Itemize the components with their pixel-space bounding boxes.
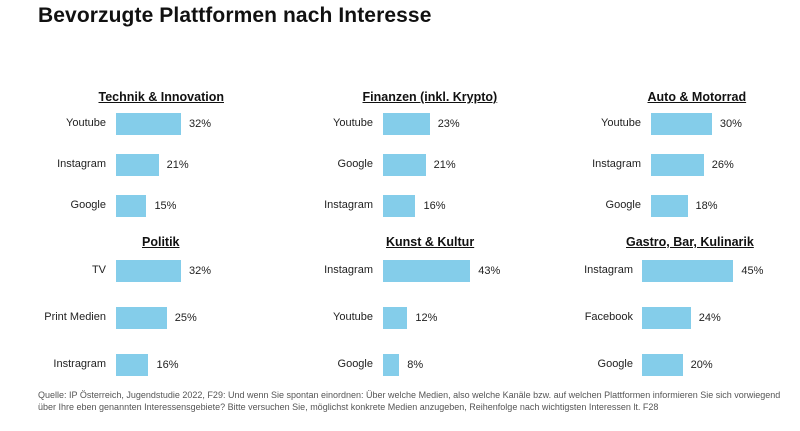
data-label: 32% (188, 265, 211, 277)
bar (116, 154, 159, 176)
bar (651, 195, 688, 217)
data-label: 18% (695, 200, 718, 212)
category-label: Instragram (53, 358, 106, 370)
category-label: Youtube (333, 117, 373, 129)
bar (651, 113, 712, 135)
category-label: Google (70, 199, 106, 211)
bar (116, 195, 147, 217)
data-label: 32% (188, 118, 211, 130)
bar (642, 260, 734, 282)
category-label: Google (337, 358, 373, 370)
bar (383, 154, 426, 176)
bar (116, 307, 167, 329)
bar (642, 307, 691, 329)
data-label: 12% (415, 312, 438, 324)
category-label: Google (597, 358, 633, 370)
data-label: 26% (711, 159, 734, 171)
data-label: 8% (407, 359, 424, 371)
category-label: Facebook (584, 311, 633, 323)
category-label: Instagram (592, 158, 641, 170)
category-label: Youtube (601, 117, 641, 129)
data-label: 16% (156, 359, 179, 371)
source-note: Quelle: IP Österreich, Jugendstudie 2022… (38, 390, 781, 412)
category-label: Instagram (324, 264, 373, 276)
data-label: 21% (433, 159, 456, 171)
category-label: Print Medien (44, 311, 106, 323)
chart-title: Gastro, Bar, Kulinarik (626, 235, 754, 249)
chart-title: Kunst & Kultur (386, 235, 475, 249)
bar (651, 154, 704, 176)
bar (116, 260, 181, 282)
data-label: 43% (478, 265, 501, 277)
category-label: Instagram (324, 199, 373, 211)
category-label: Instagram (584, 264, 633, 276)
chart-title: Technik & Innovation (98, 90, 224, 104)
bar (383, 354, 400, 376)
bar (116, 113, 181, 135)
data-label: 20% (690, 359, 713, 371)
data-label: 25% (174, 312, 197, 324)
chart-title: Politik (142, 235, 180, 249)
data-label: 15% (154, 200, 177, 212)
category-label: Youtube (66, 117, 106, 129)
chart-title: Finanzen (inkl. Krypto) (362, 90, 498, 104)
page-title: Bevorzugte Plattformen nach Interesse (38, 4, 432, 27)
category-label: Instagram (57, 158, 106, 170)
category-label: Google (605, 199, 641, 211)
data-label: 45% (741, 265, 764, 277)
data-label: 23% (437, 118, 460, 130)
bar (642, 354, 683, 376)
data-label: 21% (166, 159, 189, 171)
category-label: Youtube (333, 311, 373, 323)
bar (383, 260, 471, 282)
data-label: 30% (719, 118, 742, 130)
bar (383, 113, 430, 135)
bar (116, 354, 149, 376)
bar (383, 195, 416, 217)
data-label: 16% (423, 200, 446, 212)
category-label: TV (91, 264, 106, 276)
category-label: Google (337, 158, 373, 170)
bar (383, 307, 408, 329)
data-label: 24% (698, 312, 721, 324)
chart-title: Auto & Motorrad (647, 90, 747, 104)
